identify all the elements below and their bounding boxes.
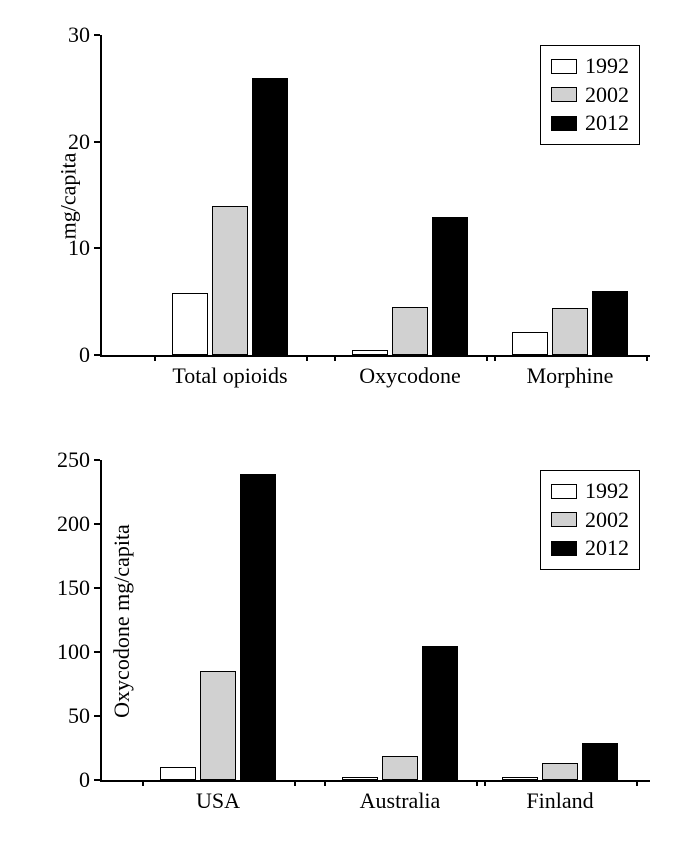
x-tick: [306, 355, 308, 361]
bar: [382, 756, 418, 780]
y-axis-line-bottom: [100, 460, 102, 780]
legend-item: 1992: [551, 477, 629, 506]
x-tick: [324, 780, 326, 786]
bar: [212, 206, 248, 355]
bar: [200, 671, 236, 780]
legend-item: 2002: [551, 81, 629, 110]
legend-label: 2012: [585, 534, 629, 563]
legend-label: 2002: [585, 81, 629, 110]
y-tick-label: 0: [79, 342, 100, 368]
y-tick-label: 150: [57, 575, 100, 601]
bar: [422, 646, 458, 780]
bar: [552, 308, 588, 355]
legend-item: 2002: [551, 506, 629, 535]
y-tick-label: 250: [57, 447, 100, 473]
y-tick-label: 0: [79, 767, 100, 793]
y-tick-label: 100: [57, 639, 100, 665]
bar: [172, 293, 208, 355]
bar: [592, 291, 628, 355]
x-tick: [646, 355, 648, 361]
x-tick: [486, 355, 488, 361]
legend-swatch-icon: [551, 87, 577, 102]
x-tick: [494, 355, 496, 361]
y-tick-label: 30: [68, 22, 100, 48]
y-axis-line-top: [100, 35, 102, 355]
x-tick: [636, 780, 638, 786]
x-tick: [154, 355, 156, 361]
legend-swatch-icon: [551, 116, 577, 131]
y-axis-title-bottom: Oxycodone mg/capita: [109, 524, 135, 718]
y-tick-label: 20: [68, 129, 100, 155]
x-category-label: Finland: [526, 780, 593, 814]
x-category-label: Morphine: [527, 355, 614, 389]
x-tick: [484, 780, 486, 786]
x-category-label: Total opioids: [172, 355, 287, 389]
legend-swatch-icon: [551, 541, 577, 556]
bar: [512, 332, 548, 355]
legend-item: 1992: [551, 52, 629, 81]
legend-top: 199220022012: [540, 45, 640, 145]
x-tick: [294, 780, 296, 786]
x-tick: [142, 780, 144, 786]
x-tick: [476, 780, 478, 786]
legend-label: 1992: [585, 477, 629, 506]
bar: [542, 763, 578, 780]
legend-bottom: 199220022012: [540, 470, 640, 570]
x-category-label: Oxycodone: [359, 355, 460, 389]
legend-label: 2012: [585, 109, 629, 138]
y-tick-label: 50: [68, 703, 100, 729]
legend-swatch-icon: [551, 59, 577, 74]
legend-label: 1992: [585, 52, 629, 81]
figure: 0102030Total opioidsOxycodoneMorphine mg…: [0, 0, 685, 854]
bar: [392, 307, 428, 355]
bar: [432, 217, 468, 355]
bar: [160, 767, 196, 780]
bar: [240, 474, 276, 780]
y-axis-title-top: mg/capita: [55, 153, 81, 240]
x-category-label: Australia: [360, 780, 441, 814]
legend-label: 2002: [585, 506, 629, 535]
bar: [252, 78, 288, 355]
legend-swatch-icon: [551, 484, 577, 499]
bar: [582, 743, 618, 780]
legend-item: 2012: [551, 109, 629, 138]
legend-swatch-icon: [551, 512, 577, 527]
y-tick-label: 200: [57, 511, 100, 537]
x-category-label: USA: [196, 780, 240, 814]
x-tick: [334, 355, 336, 361]
legend-item: 2012: [551, 534, 629, 563]
